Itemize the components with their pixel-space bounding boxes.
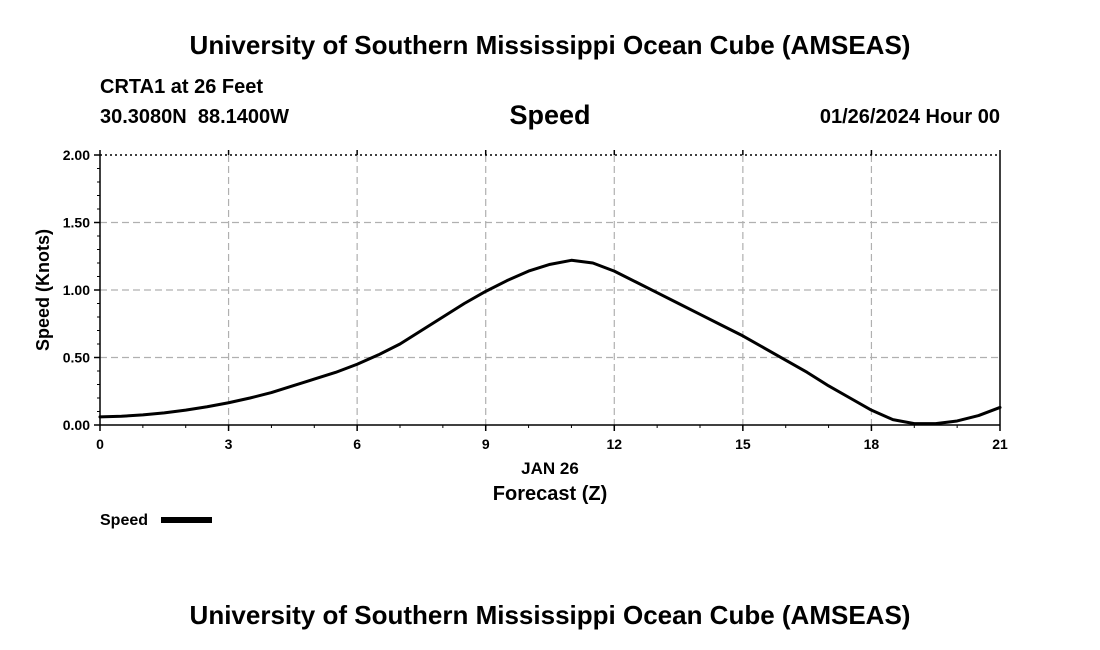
chart-title: Speed bbox=[509, 100, 591, 130]
legend-label: Speed bbox=[100, 512, 148, 529]
series-layer bbox=[98, 258, 1002, 426]
date-label: 01/26/2024 Hour 00 bbox=[819, 106, 1000, 128]
coordinates-label: 30.3080N 88.1400W bbox=[100, 106, 290, 128]
page-title: University of Southern Mississippi Ocean… bbox=[189, 30, 911, 60]
x-tick-label: 18 bbox=[864, 436, 880, 452]
x-tick-label: 21 bbox=[992, 436, 1008, 452]
series-line-speed bbox=[98, 258, 1002, 426]
grid-lines bbox=[100, 155, 1000, 425]
x-tick-label: 9 bbox=[482, 436, 490, 452]
x-tick-label: 12 bbox=[606, 436, 622, 452]
y-tick-label: 1.00 bbox=[63, 282, 90, 298]
tick-marks bbox=[94, 150, 1001, 431]
station-label: CRTA1 at 26 Feet bbox=[100, 76, 264, 98]
y-tick-label: 0.00 bbox=[63, 417, 90, 433]
x-tick-labels: 0 3 6 9 12 15 18 21 bbox=[96, 436, 1008, 452]
x-axis-title: Forecast (Z) bbox=[493, 483, 607, 505]
x-tick-label: 15 bbox=[735, 436, 751, 452]
x-tick-label: 6 bbox=[353, 436, 361, 452]
x-axis-date-label: JAN 26 bbox=[521, 459, 579, 478]
x-tick-label: 3 bbox=[225, 436, 233, 452]
y-tick-labels: 0.00 0.50 1.00 1.50 2.00 bbox=[63, 147, 90, 433]
y-tick-label: 0.50 bbox=[63, 350, 90, 366]
y-tick-label: 1.50 bbox=[63, 215, 90, 231]
x-tick-label: 0 bbox=[96, 436, 104, 452]
y-axis-title: Speed (Knots) bbox=[33, 229, 53, 351]
legend: Speed bbox=[100, 512, 212, 529]
y-tick-label: 2.00 bbox=[63, 147, 90, 163]
footer-title: University of Southern Mississippi Ocean… bbox=[189, 600, 911, 630]
